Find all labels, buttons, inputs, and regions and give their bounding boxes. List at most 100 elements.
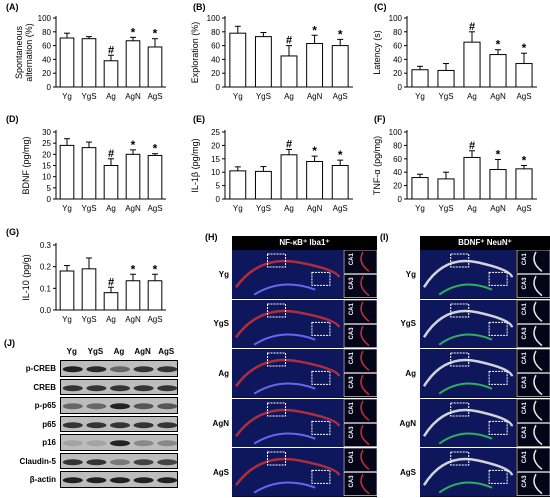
inset-ca1 <box>516 299 550 324</box>
bar <box>229 32 247 88</box>
y-tick-label: 80 <box>393 28 402 37</box>
ca-layer <box>422 358 514 388</box>
microscopy-row: CA1 CA3 <box>420 349 550 399</box>
significance-mark: # <box>469 21 475 33</box>
inset-cells <box>533 350 543 372</box>
inset-cells <box>360 450 370 471</box>
y-tick-label: 80 <box>393 141 402 150</box>
ca1-box <box>450 402 470 417</box>
blot-band <box>157 366 178 373</box>
x-tick-label: YgS <box>81 204 96 213</box>
bar <box>280 154 298 200</box>
inset-ca3 <box>343 373 377 398</box>
bar <box>81 38 97 88</box>
bar <box>463 41 481 88</box>
inset-cells <box>360 474 370 495</box>
y-tick-label: 60 <box>393 42 402 51</box>
significance-mark: * <box>312 23 317 37</box>
bar <box>81 268 97 311</box>
inset-cells <box>360 424 370 445</box>
y-tick-label: 20 <box>393 69 402 78</box>
significance-mark: * <box>338 148 343 162</box>
significance-mark: * <box>496 147 501 161</box>
blot-band <box>86 403 107 410</box>
y-tick-label: 40 <box>393 168 402 177</box>
blot-band <box>62 477 83 484</box>
bar <box>306 43 324 88</box>
y-tick-label: 40 <box>393 55 402 64</box>
microscopy-image: CA1 CA3 <box>420 448 550 497</box>
y-axis-label: IL-1β (pg/mg) <box>190 138 200 192</box>
x-tick-label: Yg <box>233 204 243 213</box>
significance-mark: * <box>338 27 343 41</box>
inset-label: CA3 <box>522 475 528 488</box>
bar <box>515 168 533 200</box>
inset-label: CA1 <box>522 401 528 414</box>
inset-label: CA3 <box>522 426 528 439</box>
panel-letter: (F) <box>374 114 386 124</box>
inset-ca3 <box>516 323 550 348</box>
tissue <box>232 349 343 398</box>
blot-band <box>133 477 154 484</box>
significance-mark: # <box>108 276 114 288</box>
bar <box>59 270 75 311</box>
inset-label: CA1 <box>522 302 528 315</box>
microscopy-row: CA1 CA3 <box>232 448 377 498</box>
blot-strip <box>60 397 178 414</box>
blot-band <box>157 440 178 447</box>
x-tick-label: AgN <box>125 315 141 324</box>
inset-ca3 <box>343 273 377 298</box>
y-tick-label: 10 <box>42 173 51 182</box>
panel-letter: (A) <box>6 2 19 12</box>
significance-mark: * <box>153 142 158 156</box>
ca-layer <box>234 358 341 388</box>
protein-label: p16 <box>42 438 56 447</box>
inset-ca3 <box>343 323 377 348</box>
x-tick-label: AgS <box>516 204 531 213</box>
row-label-ags: AgS <box>400 468 416 478</box>
bar <box>280 55 298 88</box>
blot-band <box>86 421 107 428</box>
x-tick-label: AgS <box>147 315 162 324</box>
inset-cells <box>533 450 543 471</box>
blot-band <box>133 421 154 428</box>
ca-layer <box>422 458 514 487</box>
bar <box>437 69 455 88</box>
y-tick-label: 80 <box>211 28 220 37</box>
row-label-agn: AgN <box>212 418 229 428</box>
inset-label: CA1 <box>522 252 528 265</box>
tissue <box>232 448 343 497</box>
ca1-box <box>450 352 470 367</box>
bar <box>125 40 141 88</box>
chart-exploration: (B) 0 20 40 60 80 100 Exploration (%) Yg YgS # Ag * A… <box>190 2 353 101</box>
dentate-gyrus <box>438 333 493 346</box>
tissue <box>420 349 516 398</box>
significance-mark: * <box>131 262 136 276</box>
inset-label: CA1 <box>522 451 528 464</box>
chart-il1b: (E) 0 5 10 15 20 25 IL-1β (pg/mg) Yg YgS # Ag * AgN * A… <box>190 114 353 213</box>
y-tick-label: 0.0 <box>40 306 52 315</box>
lane-label-yg: Yg <box>66 347 77 356</box>
bar <box>147 46 163 88</box>
x-tick-label: Ag <box>467 92 477 101</box>
significance-mark: * <box>496 38 501 52</box>
ca-layer <box>422 309 514 338</box>
microscopy-row: CA1 CA3 <box>232 349 377 399</box>
blot-band <box>86 477 107 484</box>
x-tick-label: Ag <box>284 92 294 101</box>
bar <box>411 177 429 200</box>
bar <box>103 60 119 88</box>
protein-label: p-CREB <box>25 364 56 373</box>
inset-cells <box>533 301 543 322</box>
y-tick-label: 5 <box>47 184 52 193</box>
microscopy-row: CA1 CA3 <box>420 299 550 350</box>
ca-layer <box>422 408 514 437</box>
dentate-gyrus <box>438 382 493 395</box>
blot-band <box>110 421 130 428</box>
y-axis-label: Latency (s) <box>372 30 382 75</box>
y-tick-label: 100 <box>207 14 221 23</box>
y-tick-label: 60 <box>211 42 220 51</box>
inset-cells <box>533 375 543 396</box>
x-tick-label: Yg <box>62 204 72 213</box>
significance-mark: * <box>131 25 136 39</box>
